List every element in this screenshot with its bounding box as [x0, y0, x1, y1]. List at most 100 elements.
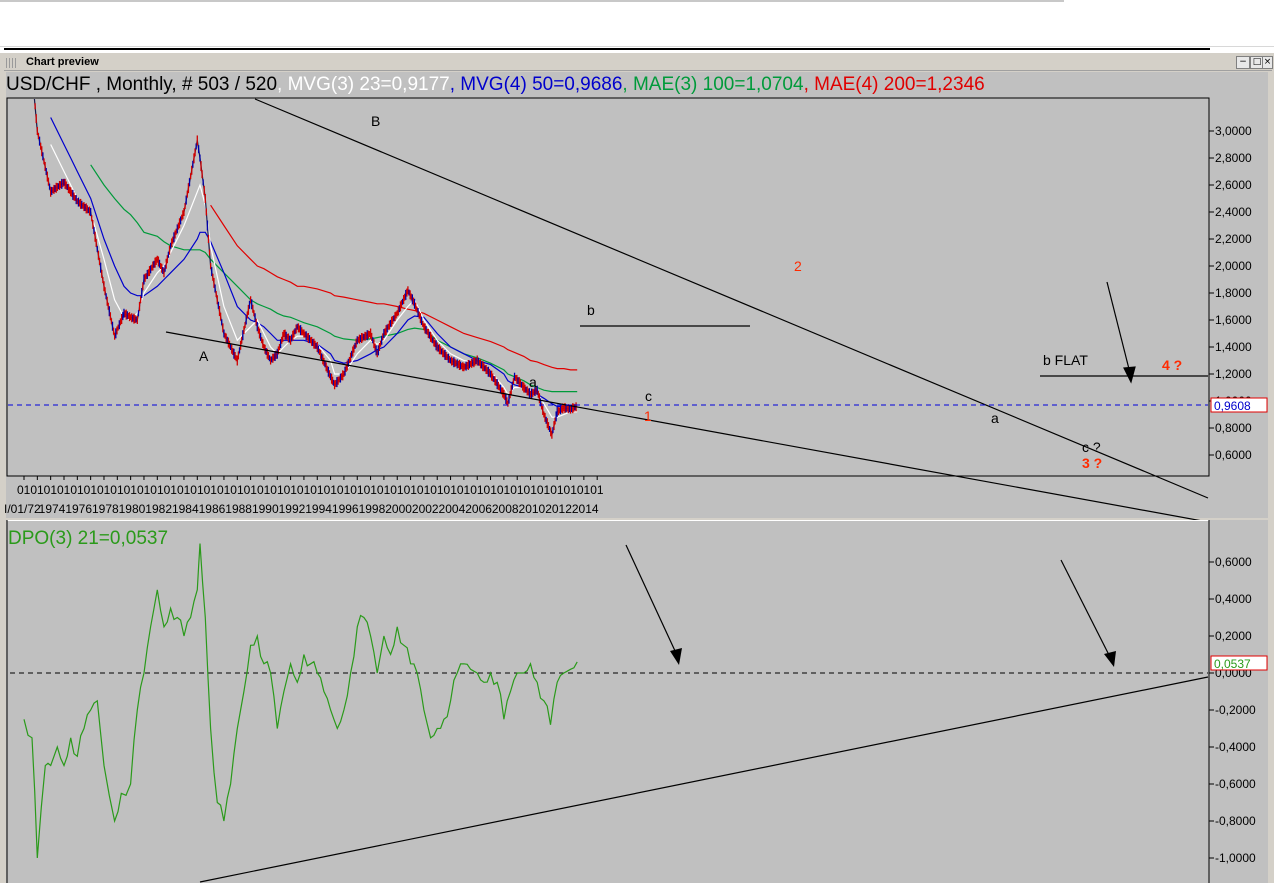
symbol-label: USD/CHF , Monthly, # 503 / 520	[6, 74, 278, 95]
year-tick-label: 1988	[225, 502, 252, 516]
dpo-tick-label: -0,8000	[1215, 814, 1256, 828]
price-tick-label: 1,8000	[1215, 286, 1252, 300]
month-tick-label: 01	[470, 483, 484, 497]
month-tick-label: 01	[297, 483, 311, 497]
year-tick-label: 1994	[305, 502, 332, 516]
top-blank-area	[0, 0, 1274, 47]
wave-label-3-question: 3 ?	[1082, 455, 1102, 471]
wave-label-c: c	[645, 388, 652, 404]
price-tick-label: 3,0000	[1215, 124, 1252, 138]
month-tick-label: 01	[124, 483, 138, 497]
month-tick-label: 01	[324, 483, 338, 497]
month-tick-label: 01	[57, 483, 71, 497]
month-tick-label: 01	[257, 483, 271, 497]
wave-label-c-question: c ?	[1082, 439, 1101, 455]
minimize-button[interactable]: −	[1236, 56, 1250, 69]
month-tick-label: 01	[44, 483, 58, 497]
dpo-support-trendline	[199, 676, 1209, 883]
month-tick-label: 01	[390, 483, 404, 497]
price-chart[interactable]: 3,0000 2,8000 2,6000 2,4000 2,2000 2,0000 1,80…	[0, 70, 1274, 520]
grip-icon[interactable]	[6, 58, 18, 68]
wave-label-b: b	[587, 302, 595, 318]
month-tick-label: 01	[84, 483, 98, 497]
price-tick-label: 2,8000	[1215, 151, 1252, 165]
month-tick-label: 01	[484, 483, 498, 497]
price-tick-label: 2,6000	[1215, 178, 1252, 192]
month-tick-label: 01	[537, 483, 551, 497]
year-tick-label: 2014	[572, 502, 599, 516]
dpo-tick-label: -0,2000	[1215, 703, 1256, 717]
dpo-tick-label: 0,2000	[1215, 629, 1252, 643]
window-title: Chart preview	[26, 56, 99, 68]
current-price-label: 0,9608	[1214, 399, 1251, 413]
price-tick-label: 2,2000	[1215, 232, 1252, 246]
dpo-tick-label: -0,6000	[1215, 777, 1256, 791]
wave-label-a: a	[529, 374, 537, 390]
dpo-tick-label: -0,4000	[1215, 740, 1256, 754]
month-tick-label: 01	[524, 483, 538, 497]
dpo-tick-label: 0,6000	[1215, 555, 1252, 569]
arrow-down-icon	[1104, 651, 1116, 667]
year-tick-label: 2004	[439, 502, 466, 516]
year-tick-label: 1984	[172, 502, 199, 516]
wave-label-a2: a	[991, 410, 999, 426]
ma4-label: , MAE(4) 200=1,2346	[803, 74, 985, 95]
month-tick-label: 01	[270, 483, 284, 497]
price-tick-label: 2,4000	[1215, 205, 1252, 219]
month-tick-label: 01	[550, 483, 564, 497]
year-tick-label: 1992	[279, 502, 306, 516]
year-tick-label: 1986	[199, 502, 226, 516]
month-tick-label: 01	[17, 483, 31, 497]
month-tick-label: 01	[177, 483, 191, 497]
first-date-label: I/01/72	[4, 502, 41, 516]
dpo-series	[23, 543, 578, 859]
month-tick-label: 01	[97, 483, 111, 497]
toolbar-border	[4, 48, 1210, 50]
month-tick-label: 01	[564, 483, 578, 497]
wave-label-4-question: 4 ?	[1162, 357, 1182, 373]
month-tick-label: 01	[350, 483, 364, 497]
month-tick-label: 01	[230, 483, 244, 497]
month-tick-label: 01	[377, 483, 391, 497]
month-tick-label: 01	[364, 483, 378, 497]
price-tick-label: 1,4000	[1215, 340, 1252, 354]
year-tick-label: 1996	[332, 502, 359, 516]
month-tick-label: 01	[404, 483, 418, 497]
price-plot-frame	[6, 97, 1210, 477]
wave-label-A: A	[199, 348, 209, 364]
window-titlebar[interactable]	[4, 55, 1272, 71]
year-tick-label: 2012	[545, 502, 572, 516]
year-tick-label: 1978	[92, 502, 119, 516]
month-tick-label: 01	[457, 483, 471, 497]
arrow-line	[1106, 281, 1131, 374]
month-tick-label: 01	[70, 483, 84, 497]
dpo-panel-bg	[6, 520, 1268, 883]
mae4-series	[210, 204, 578, 371]
month-tick-label: 01	[310, 483, 324, 497]
year-tick-label: 1990	[252, 502, 279, 516]
year-tick-label: 1980	[119, 502, 146, 516]
month-tick-label: 01	[284, 483, 298, 497]
ma3-label: , MAE(3) 100=1,0704	[622, 74, 804, 95]
lower-trendline	[165, 331, 1201, 520]
price-tick-label: 0,8000	[1215, 421, 1252, 435]
ma2-label: , MVG(4) 50=0,9686	[449, 74, 623, 95]
dpo-arrow-line-2	[1060, 559, 1110, 656]
dpo-arrow-line-1	[625, 544, 677, 654]
month-tick-label: 01	[510, 483, 524, 497]
upper-trendline	[254, 98, 1209, 499]
close-button[interactable]: ×	[1262, 56, 1273, 69]
year-tick-label: 1976	[65, 502, 92, 516]
year-tick-label: 2000	[385, 502, 412, 516]
dpo-tick-label: -1,0000	[1215, 851, 1256, 865]
month-tick-label: 01	[137, 483, 151, 497]
dpo-value-label: 0,0537	[1214, 657, 1251, 671]
month-tick-label: 01	[417, 483, 431, 497]
dpo-tick-label: 0,4000	[1215, 592, 1252, 606]
wave-label-2: 2	[794, 258, 802, 274]
year-tick-label: 2006	[465, 502, 492, 516]
dpo-chart[interactable]: 0,60000,40000,20000,0000-0,2000-0,4000-0…	[0, 520, 1274, 883]
current-price-box	[1210, 397, 1268, 413]
month-tick-label: 01	[577, 483, 591, 497]
wave-label-b-flat: b FLAT	[1043, 352, 1088, 368]
